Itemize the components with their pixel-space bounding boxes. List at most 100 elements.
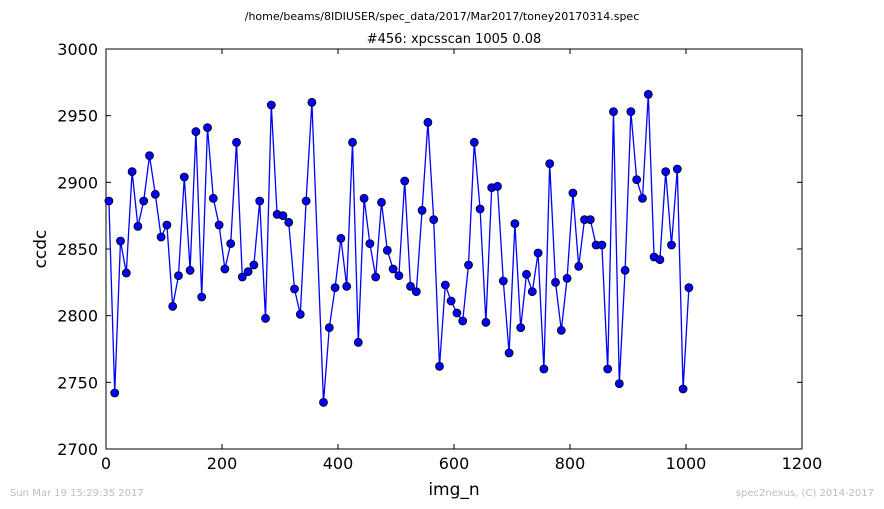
data-point <box>116 236 125 246</box>
data-point <box>110 388 120 398</box>
y-tick-label: 2900 <box>57 173 98 192</box>
data-point <box>585 215 595 225</box>
data-point <box>417 205 427 215</box>
data-point <box>440 280 450 290</box>
data-point <box>423 117 433 127</box>
x-tick-label: 400 <box>323 454 354 473</box>
data-point <box>353 337 363 347</box>
chart-title: #456: xpcsscan 1005 0.08 <box>367 32 542 47</box>
x-axis-label: img_n <box>428 480 479 500</box>
data-point <box>388 264 398 274</box>
plot-frame <box>105 48 803 450</box>
data-point <box>365 239 375 249</box>
data-point <box>678 384 688 394</box>
data-point <box>330 283 340 293</box>
axis-ticks: 0 200 400 600 800 1000 1200 2700 2750 2800 2850 290… <box>57 40 822 473</box>
data-point <box>237 272 247 282</box>
data-point <box>452 308 462 318</box>
data-point <box>214 220 224 230</box>
data-point <box>533 248 543 258</box>
data-point <box>243 267 253 277</box>
data-point <box>458 316 468 326</box>
data-point <box>516 323 526 333</box>
data-point <box>203 123 212 133</box>
x-tick-label: 800 <box>555 454 586 473</box>
data-point <box>661 167 671 177</box>
data-point <box>319 397 328 407</box>
data-point <box>220 264 230 274</box>
data-point <box>498 276 508 286</box>
data-point <box>469 137 479 147</box>
data-point <box>400 176 410 186</box>
x-tick-label: 1000 <box>666 454 707 473</box>
data-point <box>655 255 665 265</box>
data-point <box>551 277 560 287</box>
data-point <box>168 301 178 311</box>
data-point <box>481 317 491 327</box>
data-point <box>394 271 404 281</box>
data-point <box>597 240 607 250</box>
y-tick-label: 2950 <box>57 107 98 126</box>
data-point <box>545 159 555 169</box>
data-point <box>539 364 549 374</box>
data-point <box>156 232 166 242</box>
data-point <box>359 193 369 203</box>
data-point <box>290 284 299 294</box>
data-point <box>435 361 444 371</box>
data-point <box>475 204 485 214</box>
data-point <box>684 283 694 293</box>
y-axis-label: ccdc <box>31 230 51 269</box>
data-point <box>411 287 421 297</box>
x-tick-label: 600 <box>439 454 470 473</box>
data-point <box>185 265 195 275</box>
data-point <box>336 233 346 243</box>
data-point <box>510 219 520 229</box>
data-point <box>556 325 566 335</box>
data-point <box>191 127 201 137</box>
data-point <box>464 260 473 270</box>
data-series <box>104 89 694 407</box>
x-tick-label: 0 <box>101 454 111 473</box>
data-point <box>162 220 172 230</box>
credit-label: spec2nexus, (C) 2014-2017 <box>735 488 874 499</box>
data-point <box>626 107 636 117</box>
data-point <box>139 196 149 206</box>
data-point <box>562 273 572 283</box>
data-point <box>301 196 311 206</box>
y-tick-label: 2800 <box>57 307 98 326</box>
data-point <box>307 97 317 107</box>
data-point <box>493 181 502 191</box>
data-point <box>121 268 131 278</box>
data-point <box>145 151 154 161</box>
y-tick-label: 3000 <box>57 40 98 59</box>
data-point <box>527 287 537 297</box>
timestamp-label: Sun Mar 19 15:29:35 2017 <box>10 488 144 499</box>
data-point <box>377 197 386 207</box>
data-point <box>232 137 241 147</box>
y-tick-label: 2700 <box>57 440 98 459</box>
data-point <box>104 196 114 206</box>
data-point <box>127 167 137 177</box>
plot-area <box>105 48 803 450</box>
data-point <box>638 193 647 203</box>
data-point <box>574 261 584 271</box>
data-point <box>643 89 653 99</box>
data-point <box>620 265 630 275</box>
data-point <box>261 313 270 323</box>
data-point <box>406 281 415 291</box>
figure-supertitle: /home/beams/8IDIUSER/spec_data/2017/Mar2… <box>244 10 640 23</box>
data-point <box>632 175 642 185</box>
data-point <box>614 379 624 389</box>
data-point <box>568 188 578 198</box>
data-point <box>429 215 439 225</box>
data-point <box>609 107 618 117</box>
data-point <box>446 296 456 306</box>
data-point <box>174 271 183 281</box>
series-line <box>108 94 690 403</box>
data-point <box>667 240 676 250</box>
data-point <box>133 221 143 231</box>
data-point <box>208 193 218 203</box>
data-point <box>504 348 514 358</box>
data-point <box>342 281 352 291</box>
